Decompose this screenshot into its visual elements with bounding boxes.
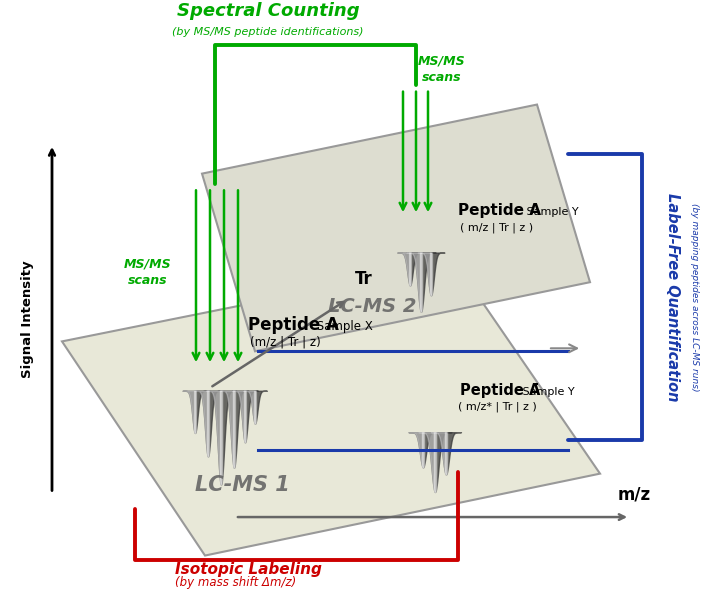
Text: Sample X: Sample X: [313, 319, 373, 333]
Text: Tr: Tr: [355, 270, 373, 288]
Text: Signal Intensity: Signal Intensity: [22, 260, 34, 377]
Text: LC-MS 2: LC-MS 2: [328, 297, 416, 316]
Text: Isotopic Labeling: Isotopic Labeling: [175, 562, 322, 577]
Text: (m/z | Tr | z): (m/z | Tr | z): [250, 336, 321, 348]
Polygon shape: [202, 104, 590, 351]
Text: Sample Y: Sample Y: [519, 387, 574, 396]
Text: (by MS/MS peptide identifications): (by MS/MS peptide identifications): [172, 27, 364, 38]
Text: MS/MS
scans: MS/MS scans: [124, 258, 172, 287]
Text: MS/MS
scans: MS/MS scans: [418, 54, 466, 84]
Text: ( m/z | Tr | z ): ( m/z | Tr | z ): [460, 223, 533, 233]
Text: ( m/z* | Tr | z ): ( m/z* | Tr | z ): [458, 402, 537, 412]
Text: (by mapping peptides across LC-MS runs): (by mapping peptides across LC-MS runs): [691, 203, 699, 391]
Text: Sample Y: Sample Y: [523, 207, 579, 217]
Text: Label-Free Quantification: Label-Free Quantification: [664, 193, 679, 401]
Text: Peptide A: Peptide A: [458, 203, 541, 218]
Text: (by mass shift Δm/z): (by mass shift Δm/z): [175, 576, 297, 589]
Text: m/z: m/z: [618, 485, 651, 503]
Text: LC-MS 1: LC-MS 1: [195, 475, 290, 496]
Polygon shape: [62, 263, 600, 556]
Text: Peptide A: Peptide A: [248, 316, 339, 334]
Text: Spectral Counting: Spectral Counting: [177, 2, 359, 20]
Text: Peptide Ȧ: Peptide Ȧ: [460, 383, 541, 398]
